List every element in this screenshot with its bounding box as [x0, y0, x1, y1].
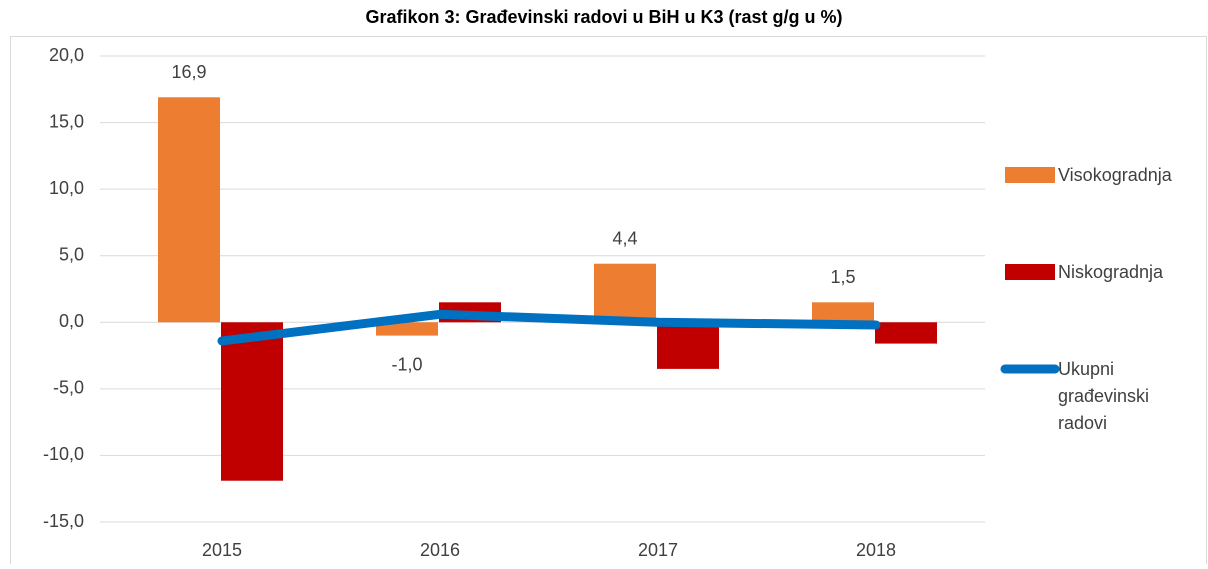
bar	[812, 302, 874, 323]
bar	[594, 263, 656, 323]
x-tick-label: 2017	[638, 540, 678, 560]
y-tick-label: -10,0	[43, 444, 84, 464]
data-label: 4,4	[612, 228, 637, 248]
x-tick-label: 2015	[202, 540, 242, 560]
y-tick-label: 20,0	[49, 45, 84, 65]
legend-swatch	[1005, 167, 1055, 183]
y-tick-label: 0,0	[59, 311, 84, 331]
legend-label-box: Niskogradnja	[1058, 262, 1164, 282]
bar	[158, 97, 220, 323]
y-tick-label: 5,0	[59, 244, 84, 264]
data-label: -1,0	[391, 354, 422, 374]
bar	[657, 322, 719, 369]
legend-swatch	[1005, 264, 1055, 280]
bar	[875, 322, 937, 344]
y-tick-label: 15,0	[49, 111, 84, 131]
chart-title: Grafikon 3: Građevinski radovi u BiH u K…	[365, 7, 842, 27]
y-tick-label: -5,0	[53, 378, 84, 398]
data-label: 1,5	[830, 267, 855, 287]
legend-label-box: Ukupni građevinski radovi	[1058, 359, 1150, 433]
line	[217, 309, 881, 346]
y-tick-label: -15,0	[43, 511, 84, 531]
y-tick-label: 10,0	[49, 178, 84, 198]
bar	[376, 322, 438, 336]
bar	[221, 322, 283, 481]
legend-label-box: Visokogradnja	[1058, 165, 1172, 185]
legend-label: Ukupni građevinski radovi	[1058, 359, 1150, 433]
x-tick-label: 2018	[856, 540, 896, 560]
x-tick-label: 2016	[420, 540, 460, 560]
legend-label: Niskogradnja	[1058, 262, 1164, 282]
legend-label: Visokogradnja	[1058, 165, 1172, 185]
data-label: 16,9	[171, 62, 206, 82]
chart-frame	[10, 36, 1207, 569]
